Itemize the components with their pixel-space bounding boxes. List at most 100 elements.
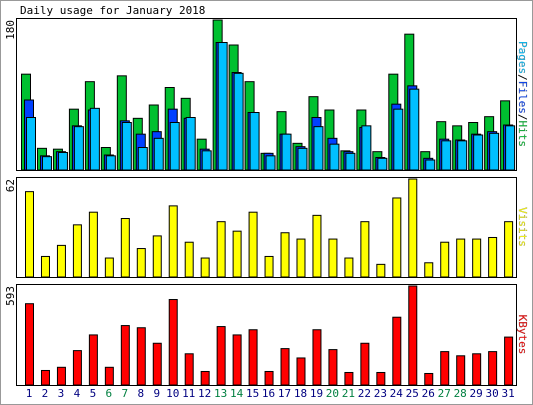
x-tick-label: 11 xyxy=(182,387,195,400)
x-tick-label: 24 xyxy=(390,387,404,400)
bar xyxy=(185,117,196,171)
x-tick-label: 8 xyxy=(137,387,144,400)
bar xyxy=(41,156,52,171)
x-tick-label: 22 xyxy=(358,387,371,400)
x-tick-label: 3 xyxy=(58,387,65,400)
x-tick-label: 17 xyxy=(278,387,291,400)
x-tick-label: 2 xyxy=(42,387,49,400)
bar xyxy=(248,211,258,278)
bar xyxy=(104,366,114,386)
bar xyxy=(409,88,420,171)
legend: Pages/Files/Hits xyxy=(516,41,529,147)
bar xyxy=(104,257,114,278)
legend-separator: / xyxy=(516,74,529,81)
bar xyxy=(201,150,212,171)
legend-entry: KBytes xyxy=(516,315,529,355)
legend-separator: / xyxy=(516,114,529,121)
x-tick-label: 28 xyxy=(454,387,467,400)
bar xyxy=(360,342,370,386)
x-tick-label: 9 xyxy=(153,387,160,400)
x-tick-label: 21 xyxy=(342,387,355,400)
bar xyxy=(312,214,322,278)
bar xyxy=(88,211,98,278)
y-tick-label: 62 xyxy=(4,179,17,192)
bar xyxy=(233,72,244,171)
bar xyxy=(40,255,50,278)
bar xyxy=(153,137,164,171)
x-tick-label: 31 xyxy=(501,387,514,400)
bar xyxy=(360,221,370,278)
bar xyxy=(505,125,516,171)
x-tick-label: 5 xyxy=(90,387,97,400)
bar xyxy=(344,257,354,278)
bar xyxy=(136,327,146,386)
bar xyxy=(377,157,388,171)
bar xyxy=(120,218,130,278)
x-tick-label: 14 xyxy=(230,387,244,400)
bar xyxy=(105,155,116,171)
x-tick-label: 29 xyxy=(470,387,483,400)
legend-entry: Visits xyxy=(516,207,529,247)
bar xyxy=(216,221,226,278)
x-tick-label: 18 xyxy=(294,387,307,400)
x-tick-label: 13 xyxy=(214,387,227,400)
bar xyxy=(328,349,338,386)
legend: Visits xyxy=(516,207,529,247)
x-tick-label: 12 xyxy=(198,387,211,400)
x-tick-label: 16 xyxy=(262,387,275,400)
bar xyxy=(440,351,450,386)
bar xyxy=(232,334,242,386)
bar xyxy=(57,152,68,171)
x-tick-label: 30 xyxy=(486,387,499,400)
bar xyxy=(73,126,84,171)
bar xyxy=(89,107,100,171)
bar xyxy=(472,353,482,386)
bar xyxy=(25,191,34,278)
x-tick-label: 20 xyxy=(326,387,339,400)
bar xyxy=(152,342,162,386)
bar xyxy=(137,147,148,171)
x-tick-label: 25 xyxy=(406,387,419,400)
chart-title: Daily usage for January 2018 xyxy=(20,4,205,17)
bar xyxy=(120,325,130,386)
bar xyxy=(376,371,386,386)
legend-entry: Hits xyxy=(516,121,529,148)
bar xyxy=(329,143,340,171)
x-tick-label: 6 xyxy=(106,387,113,400)
bar xyxy=(424,262,434,278)
bar xyxy=(472,238,482,278)
legend-entry: Files xyxy=(516,81,529,114)
bar xyxy=(504,336,514,386)
bar xyxy=(489,132,500,171)
bar xyxy=(25,303,34,386)
bar xyxy=(297,147,308,171)
bar xyxy=(296,238,306,278)
bar xyxy=(217,42,228,171)
y-tick-label: 180 xyxy=(4,20,17,40)
bar xyxy=(296,357,306,386)
bar xyxy=(216,326,226,386)
bar xyxy=(456,238,466,278)
bar xyxy=(393,108,404,171)
bar xyxy=(248,329,258,386)
bar xyxy=(152,235,162,278)
bar xyxy=(264,370,274,386)
bar xyxy=(26,117,36,171)
x-tick-label: 4 xyxy=(74,387,81,400)
bar xyxy=(184,353,194,386)
bar xyxy=(200,257,210,278)
bar xyxy=(457,140,468,171)
bar xyxy=(361,125,372,171)
bar xyxy=(200,370,210,386)
bar xyxy=(473,134,484,171)
bar xyxy=(72,350,82,386)
bar xyxy=(121,122,132,171)
bar xyxy=(249,112,260,171)
x-tick-label: 15 xyxy=(246,387,259,400)
x-tick-label: 7 xyxy=(122,387,129,400)
bar xyxy=(312,329,322,386)
bar xyxy=(392,197,402,278)
bar xyxy=(265,155,276,171)
